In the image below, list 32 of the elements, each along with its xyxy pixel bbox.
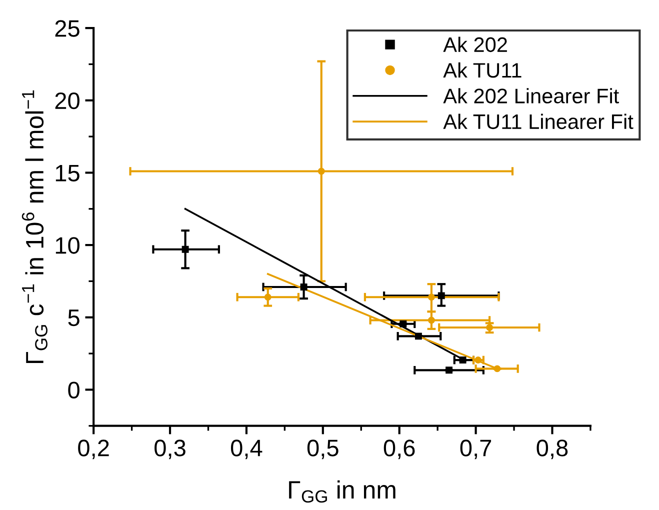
legend-label: Ak TU11 [443, 62, 522, 78]
y-tick-label: 25 [55, 20, 80, 37]
point [318, 168, 325, 175]
x-tick-label: 0,4 [230, 440, 262, 460]
x-axis-title: Γ$_{GG}$ in nm [289, 480, 396, 503]
point [438, 292, 445, 300]
point [428, 316, 435, 324]
point [400, 320, 407, 328]
y-tick-label: 5 [68, 310, 80, 326]
point [474, 356, 482, 364]
point [264, 294, 272, 301]
x-tick-label: 0,5 [307, 440, 338, 460]
y-tick-label: 0 [68, 382, 80, 398]
point [182, 246, 189, 253]
x-tick-label: 0,3 [154, 440, 186, 460]
point [459, 356, 466, 364]
y-tick-label: 20 [55, 92, 80, 110]
x-tick-label: 0,6 [384, 440, 415, 460]
x-tick-label: 0,2 [78, 440, 109, 460]
point [446, 366, 453, 374]
legend-label: Ak TU11 Linearer Fit [443, 114, 634, 130]
point [300, 284, 308, 290]
legend-label: Ak 202 [443, 36, 507, 52]
y-tick-label: 10 [56, 237, 80, 254]
y-axis-title: Γ$_{GG}$ c$^{−1}$ in 10$^{6}$ nm l mol$^{−1}$ [22, 90, 48, 364]
x-tick-label: 0,7 [460, 440, 492, 460]
point [414, 332, 422, 340]
y-tick-label: 15 [56, 165, 80, 182]
point [494, 365, 501, 372]
point [428, 294, 435, 301]
x-tick-label: 0,8 [536, 440, 568, 460]
legend-label: Ak 202 Linearer Fit [443, 88, 619, 104]
